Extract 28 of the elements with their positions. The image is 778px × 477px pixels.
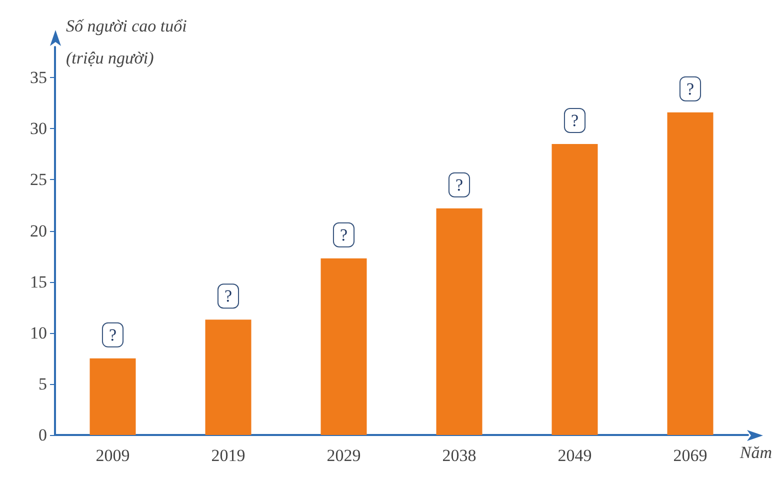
y-tick-label: 15 [30,272,47,292]
x-tick-label: 2069 [673,446,708,465]
y-tick-label: 35 [30,68,47,88]
data-label: ? [686,79,694,98]
data-label: ? [455,175,464,194]
bar [552,144,598,435]
data-label: ? [570,111,579,130]
y-tick-label: 30 [30,119,47,138]
y-tick-label: 0 [38,426,47,444]
x-tick-label: 2038 [442,446,476,465]
y-tick-label: 5 [38,374,47,394]
y-tick-label: 25 [30,170,47,190]
bar [205,320,252,435]
bar [320,258,367,435]
x-tick-label: 2009 [96,446,130,465]
y-axis-title: Số người cao tuổi (triệu người) [66,16,192,68]
bar [436,208,482,435]
x-tick-label: 2019 [211,446,246,465]
bar [667,112,714,435]
x-tick-label: 2049 [558,446,592,465]
x-axis-title: Năm [738,443,772,462]
bar [90,358,136,435]
data-label: ? [224,286,232,306]
y-tick-label: 20 [30,221,47,240]
y-tick-label: 10 [30,323,47,342]
data-label: ? [108,325,117,344]
data-label: ? [340,225,348,244]
x-tick-label: 2029 [326,446,361,465]
